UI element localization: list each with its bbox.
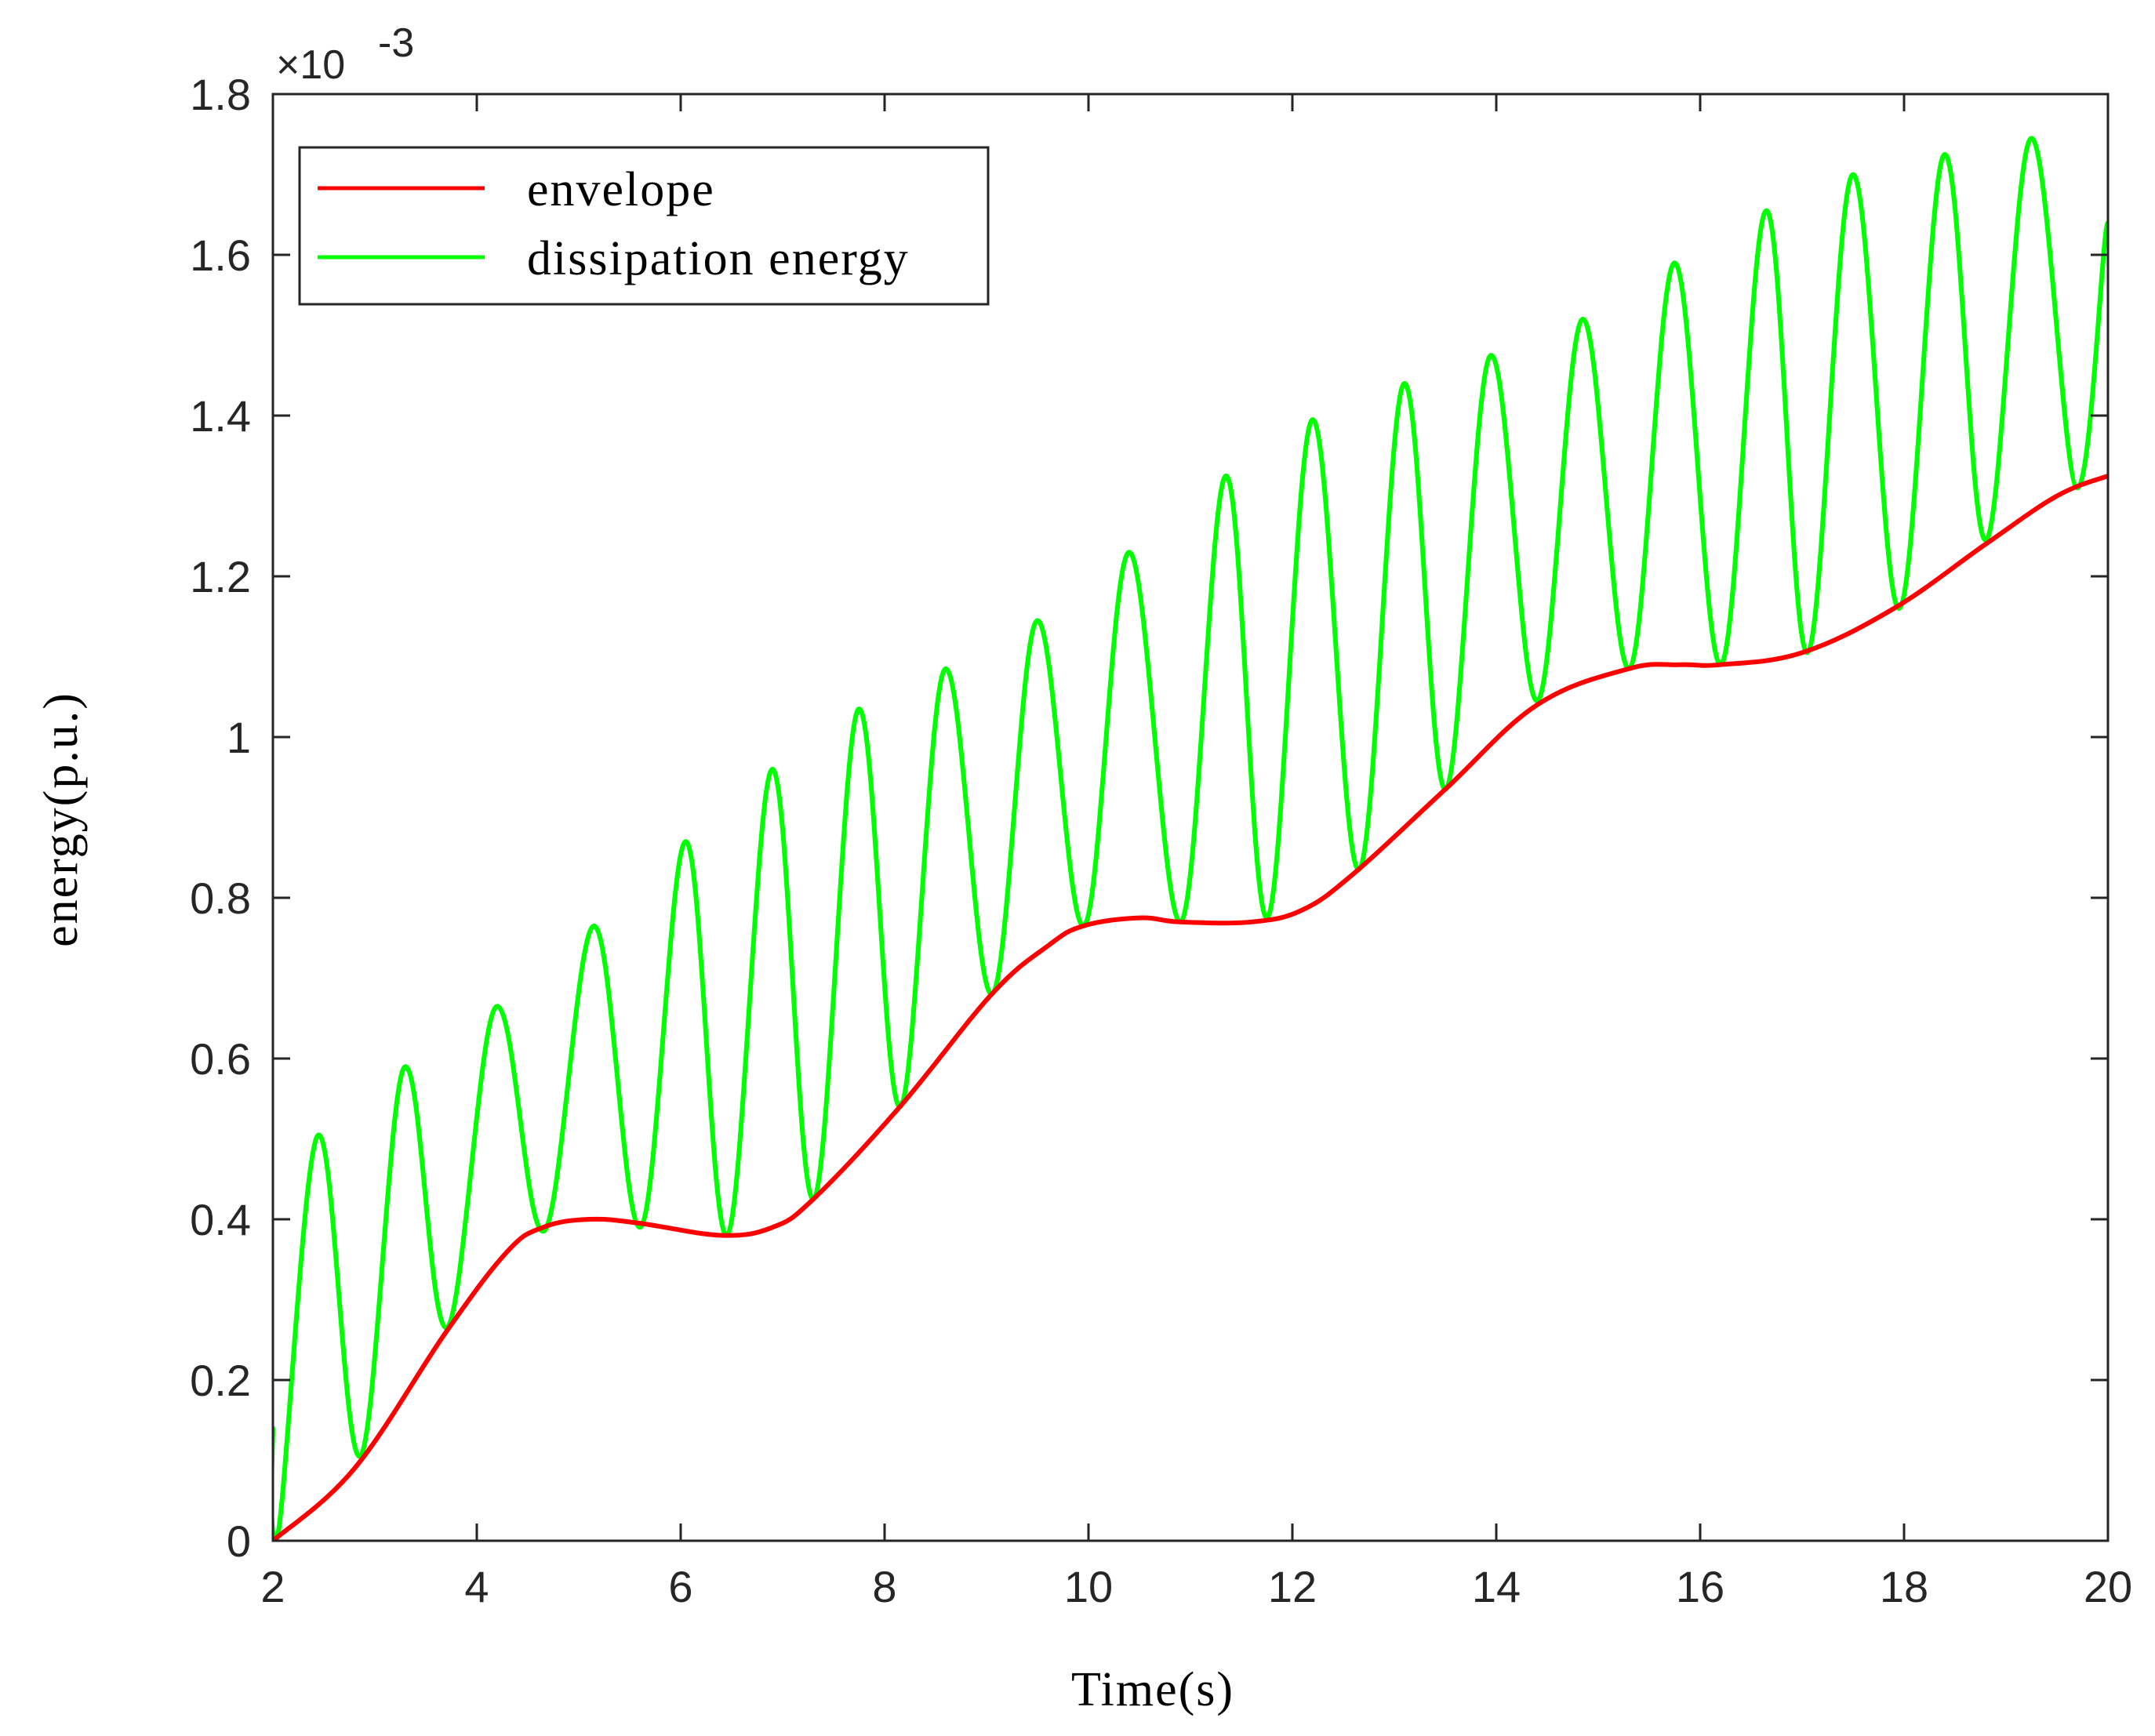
plot-frame bbox=[271, 93, 2110, 1542]
y-tick-label: 1.4 bbox=[190, 391, 251, 441]
y-exponent: ×10 -3 bbox=[276, 20, 414, 88]
x-tick-label: 12 bbox=[1268, 1562, 1317, 1611]
y-tick-label: 0.4 bbox=[190, 1195, 251, 1244]
y-tick-labels: 0 0.2 0.4 0.6 0.8 1 1.2 1.4 1.6 1.8 bbox=[190, 70, 251, 1566]
legend: envelope dissipation energy bbox=[298, 146, 990, 306]
x-axis-title: Time(s) bbox=[1071, 1663, 1234, 1716]
series-line-envelope bbox=[273, 474, 2108, 1541]
legend-box bbox=[298, 146, 990, 306]
x-tick-labels: 2 4 6 8 10 12 14 16 18 20 bbox=[260, 1562, 2132, 1611]
y-exponent-base: ×10 bbox=[276, 42, 345, 88]
y-exponent-power: -3 bbox=[378, 20, 414, 66]
x-tick-label: 10 bbox=[1064, 1562, 1113, 1611]
y-tick-label: 1.8 bbox=[190, 70, 251, 119]
x-tick-label: 6 bbox=[668, 1562, 692, 1611]
x-tick-label: 18 bbox=[1880, 1562, 1928, 1611]
y-tick-label: 0 bbox=[227, 1516, 251, 1566]
y-axis-title: energy(p.u.) bbox=[35, 692, 88, 947]
y-tick-label: 0.2 bbox=[190, 1356, 251, 1405]
series-layer bbox=[273, 136, 2108, 1541]
legend-label-dissipation-energy: dissipation energy bbox=[527, 232, 910, 285]
x-tick-label: 8 bbox=[872, 1562, 896, 1611]
x-tick-label: 14 bbox=[1472, 1562, 1521, 1611]
legend-label-envelope: envelope bbox=[527, 163, 715, 216]
y-tick-label: 0.8 bbox=[190, 873, 251, 923]
y-tick-label: 1.2 bbox=[190, 552, 251, 601]
series-line-dissipation-energy bbox=[273, 136, 2108, 1541]
x-tick-label: 2 bbox=[260, 1562, 285, 1611]
y-tick-label: 0.6 bbox=[190, 1034, 251, 1084]
x-tick-label: 20 bbox=[2084, 1562, 2132, 1611]
x-tick-label: 4 bbox=[464, 1562, 489, 1611]
y-tick-label: 1.6 bbox=[190, 231, 251, 280]
y-tick-label: 1 bbox=[227, 713, 251, 762]
x-tick-label: 16 bbox=[1676, 1562, 1724, 1611]
